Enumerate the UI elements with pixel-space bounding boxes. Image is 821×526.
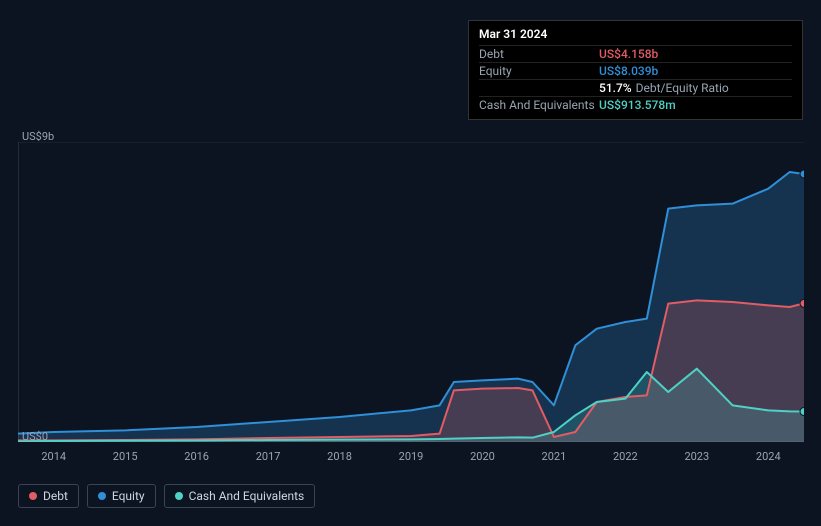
legend-item-cash[interactable]: Cash And Equivalents: [164, 484, 316, 508]
x-axis-label: 2016: [184, 450, 209, 463]
series-end-marker-debt: [800, 299, 804, 307]
tooltip-row: 51.7%Debt/Equity Ratio: [479, 80, 792, 97]
chart-tooltip: Mar 31 2024DebtUS$4.158bEquityUS$8.039b5…: [468, 20, 803, 120]
legend-item-label: Cash And Equivalents: [189, 489, 305, 503]
x-axis-label: 2014: [41, 450, 66, 463]
tooltip-row: EquityUS$8.039b: [479, 63, 792, 80]
y-axis-label: US$9b: [22, 130, 62, 143]
tooltip-row-label: Debt: [479, 47, 599, 61]
tooltip-title: Mar 31 2024: [479, 27, 792, 46]
tooltip-row-label: Equity: [479, 64, 599, 78]
legend-swatch-icon: [29, 492, 37, 500]
x-axis-label: 2021: [542, 450, 567, 463]
x-axis-label: 2015: [113, 450, 138, 463]
x-axis-label: 2023: [684, 450, 709, 463]
legend-swatch-icon: [98, 492, 106, 500]
x-axis-label: 2017: [256, 450, 281, 463]
x-axis-label: 2019: [399, 450, 424, 463]
tooltip-row-label: Cash And Equivalents: [479, 98, 599, 112]
legend-item-label: Debt: [43, 489, 68, 503]
legend-item-label: Equity: [112, 489, 145, 503]
chart-legend: Debt Equity Cash And Equivalents: [18, 484, 315, 508]
x-axis-label: 2018: [327, 450, 352, 463]
legend-item-equity[interactable]: Equity: [87, 484, 156, 508]
tooltip-row: Cash And EquivalentsUS$913.578m: [479, 97, 792, 113]
tooltip-row-value: US$4.158b: [599, 47, 658, 61]
x-axis-label: 2022: [613, 450, 638, 463]
series-end-marker-cash: [800, 408, 804, 416]
tooltip-row-value: US$913.578m: [599, 98, 676, 112]
x-axis-label: 2024: [756, 450, 781, 463]
legend-swatch-icon: [175, 492, 183, 500]
series-end-marker-equity: [800, 170, 804, 178]
chart-plot[interactable]: [18, 142, 804, 442]
legend-item-debt[interactable]: Debt: [18, 484, 79, 508]
x-axis-label: 2020: [470, 450, 495, 463]
y-axis-label: US$0: [22, 430, 62, 443]
tooltip-row-value: 51.7%Debt/Equity Ratio: [599, 81, 729, 95]
tooltip-row: DebtUS$4.158b: [479, 46, 792, 63]
tooltip-row-value: US$8.039b: [599, 64, 658, 78]
tooltip-row-label: [479, 81, 599, 95]
